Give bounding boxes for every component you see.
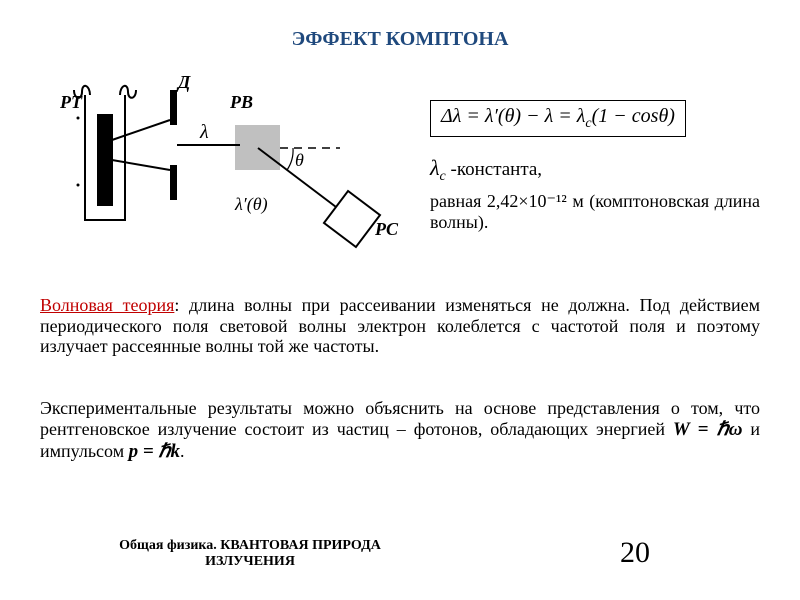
label-PT: РТ bbox=[59, 92, 83, 112]
page-title: ЭФФЕКТ КОМПТОНА bbox=[0, 28, 800, 51]
label-lambda-theta: λ′(θ) bbox=[234, 194, 268, 215]
formula-block: Δλ = λ′(θ) − λ = λc(1 − cosθ) λc -конста… bbox=[430, 100, 800, 233]
main-formula: Δλ = λ′(θ) − λ = λc(1 − cosθ) bbox=[430, 100, 686, 137]
formula-tail: (1 − cosθ) bbox=[592, 105, 675, 127]
formula-text: Δλ = λ′(θ) − λ = λ bbox=[441, 105, 585, 127]
eq-energy: W = ℏω bbox=[673, 419, 743, 440]
label-D: Д bbox=[176, 72, 191, 92]
paragraph-wave-theory: Волновая теория: длина волны при рассеив… bbox=[40, 295, 760, 357]
lambda-symbol: λ bbox=[430, 155, 440, 180]
label-PB: РВ bbox=[229, 92, 253, 112]
constant-desc: равная 2,42×10⁻¹² м (комптоновская длина… bbox=[430, 191, 760, 233]
footer-line1: Общая физика. КВАНТОВАЯ ПРИРОДА bbox=[119, 538, 381, 553]
eq-momentum: p = ℏk bbox=[129, 441, 180, 462]
label-theta: θ bbox=[295, 150, 304, 170]
constant-dash: -константа, bbox=[446, 159, 542, 180]
experiment-tail: . bbox=[180, 441, 185, 461]
top-row: РТ Д РВ РС λ θ λ′(θ) Δλ = λ′(θ) − λ = λc… bbox=[40, 70, 760, 260]
constant-line: λc -константа, bbox=[430, 155, 800, 185]
wave-theory-lead: Волновая теория bbox=[40, 295, 174, 315]
page-number: 20 bbox=[620, 536, 650, 570]
compton-diagram: РТ Д РВ РС λ θ λ′(θ) bbox=[40, 70, 400, 260]
label-lambda: λ bbox=[199, 121, 209, 143]
footer-line2: ИЗЛУЧЕНИЯ bbox=[205, 554, 295, 569]
experiment-body: Экспериментальные результаты можно объяс… bbox=[40, 398, 760, 439]
label-PC: РС bbox=[374, 219, 399, 239]
footer-text: Общая физика. КВАНТОВАЯ ПРИРОДА ИЗЛУЧЕНИ… bbox=[100, 538, 400, 570]
paragraph-experiment: Экспериментальные результаты можно объяс… bbox=[40, 398, 760, 462]
